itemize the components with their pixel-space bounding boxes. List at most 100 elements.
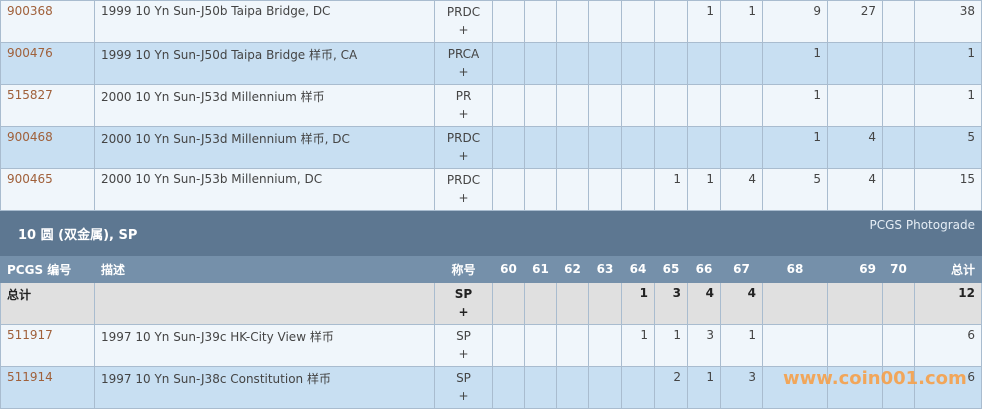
table-row: 900476 1999 10 Yn Sun-J50d Taipa Bridge 样… xyxy=(0,42,982,85)
total-cell: 1 xyxy=(914,84,982,127)
column-header-row: PCGS 编号 描述 称号 60 61 62 63 64 65 66 67 68… xyxy=(0,255,982,283)
designation-cell: PRCA + xyxy=(434,42,493,85)
designation-text: SP xyxy=(456,329,471,343)
table-row: 900468 2000 10 Yn Sun-J53d Millennium 样币,… xyxy=(0,126,982,169)
grade-cell xyxy=(556,168,589,211)
grade-cell xyxy=(492,324,525,367)
grade-cell: 1 xyxy=(654,168,688,211)
total-cell: 5 xyxy=(914,126,982,169)
total-label: 总计 xyxy=(0,282,95,325)
grade-cell xyxy=(827,282,883,325)
description-cell: 1997 10 Yn Sun-J38c Constitution 样币 xyxy=(94,366,435,409)
designation-cell: PRDC + xyxy=(434,168,493,211)
grade-cell xyxy=(720,84,763,127)
total-designation: SP + xyxy=(434,282,493,325)
expand-plus-button[interactable]: + xyxy=(458,191,469,205)
grade-cell xyxy=(556,126,589,169)
col-grade: 70 xyxy=(882,255,915,283)
pcgs-number-cell: 900476 xyxy=(0,42,95,85)
col-desc: 描述 xyxy=(94,255,435,283)
grade-cell xyxy=(762,282,828,325)
grade-cell: 2 xyxy=(654,366,688,409)
designation-text: PR xyxy=(455,89,472,103)
grade-cell: 1 xyxy=(720,0,763,43)
grade-cell: 1 xyxy=(720,324,763,367)
col-grade: 68 xyxy=(762,255,828,283)
designation-text: SP xyxy=(456,371,471,385)
grade-cell xyxy=(621,42,655,85)
pcgs-photograde-link[interactable]: PCGS Photograde xyxy=(869,217,975,232)
designation-cell: PRDC + xyxy=(434,126,493,169)
grade-cell xyxy=(621,366,655,409)
description-cell: 2000 10 Yn Sun-J53d Millennium 样币 xyxy=(94,84,435,127)
grade-cell xyxy=(556,366,589,409)
pcgs-number-cell: 515827 xyxy=(0,84,95,127)
grade-cell xyxy=(492,282,525,325)
expand-plus-button[interactable]: + xyxy=(458,65,469,79)
pcgs-number-cell: 511914 xyxy=(0,366,95,409)
expand-plus-button[interactable]: + xyxy=(458,389,469,403)
grade-cell xyxy=(524,282,557,325)
expand-plus-button[interactable]: + xyxy=(458,347,469,361)
grade-cell: 4 xyxy=(687,282,721,325)
total-cell: 38 xyxy=(914,0,982,43)
grade-cell xyxy=(492,366,525,409)
expand-plus-button[interactable]: + xyxy=(458,23,469,37)
description-cell: 1997 10 Yn Sun-J39c HK-City View 样币 xyxy=(94,324,435,367)
grade-cell xyxy=(882,324,915,367)
col-grade: 63 xyxy=(588,255,622,283)
grade-cell xyxy=(556,84,589,127)
pcgs-number-link[interactable]: 515827 xyxy=(7,88,53,102)
table-row: 511914 1997 10 Yn Sun-J38c Constitution 样… xyxy=(0,366,982,409)
grade-cell xyxy=(687,126,721,169)
pcgs-number-cell: 900465 xyxy=(0,168,95,211)
pcgs-number-link[interactable]: 900468 xyxy=(7,130,53,144)
pcgs-number-link[interactable]: 900465 xyxy=(7,172,53,186)
grade-cell: 5 xyxy=(762,168,828,211)
designation-text: PRDC xyxy=(446,5,481,19)
grade-cell xyxy=(654,84,688,127)
col-designation: 称号 xyxy=(434,255,493,283)
total-desc xyxy=(94,282,435,325)
grade-cell xyxy=(654,42,688,85)
grade-cell xyxy=(882,0,915,43)
section-header: 10 圆 (双金属), SP PCGS Photograde xyxy=(0,210,982,256)
grade-cell xyxy=(524,366,557,409)
grade-cell xyxy=(556,282,589,325)
grade-cell xyxy=(882,84,915,127)
designation-cell: SP + xyxy=(434,366,493,409)
description-cell: 1999 10 Yn Sun-J50d Taipa Bridge 样币, CA xyxy=(94,42,435,85)
grade-cell xyxy=(827,42,883,85)
grade-cell xyxy=(588,0,622,43)
col-grade: 69 xyxy=(827,255,883,283)
pcgs-number-link[interactable]: 900476 xyxy=(7,46,53,60)
designation-text: PRCA xyxy=(447,47,480,61)
section-title: 10 圆 (双金属), SP xyxy=(18,227,138,243)
grade-cell xyxy=(762,324,828,367)
pcgs-number-link[interactable]: 900368 xyxy=(7,4,53,18)
grade-cell: 1 xyxy=(762,84,828,127)
expand-plus-button[interactable]: + xyxy=(458,305,469,319)
designation-cell: PRDC + xyxy=(434,0,493,43)
grade-cell: 9 xyxy=(762,0,828,43)
expand-plus-button[interactable]: + xyxy=(458,149,469,163)
grade-cell xyxy=(882,282,915,325)
grade-cell: 4 xyxy=(827,168,883,211)
grade-cell: 3 xyxy=(654,282,688,325)
total-cell: 6 xyxy=(914,324,982,367)
total-cell: 12 xyxy=(914,282,982,325)
grade-cell xyxy=(588,282,622,325)
grade-cell xyxy=(492,168,525,211)
expand-plus-button[interactable]: + xyxy=(458,107,469,121)
grade-cell xyxy=(687,42,721,85)
grade-cell xyxy=(621,84,655,127)
grade-cell xyxy=(524,84,557,127)
total-cell: 1 xyxy=(914,42,982,85)
table-row: 515827 2000 10 Yn Sun-J53d Millennium 样币 P… xyxy=(0,84,982,127)
pcgs-number-link[interactable]: 511917 xyxy=(7,328,53,342)
pcgs-number-link[interactable]: 511914 xyxy=(7,370,53,384)
grade-cell: 1 xyxy=(621,282,655,325)
designation-text: PRDC xyxy=(446,173,481,187)
grade-cell: 4 xyxy=(827,126,883,169)
grade-cell: 1 xyxy=(762,42,828,85)
